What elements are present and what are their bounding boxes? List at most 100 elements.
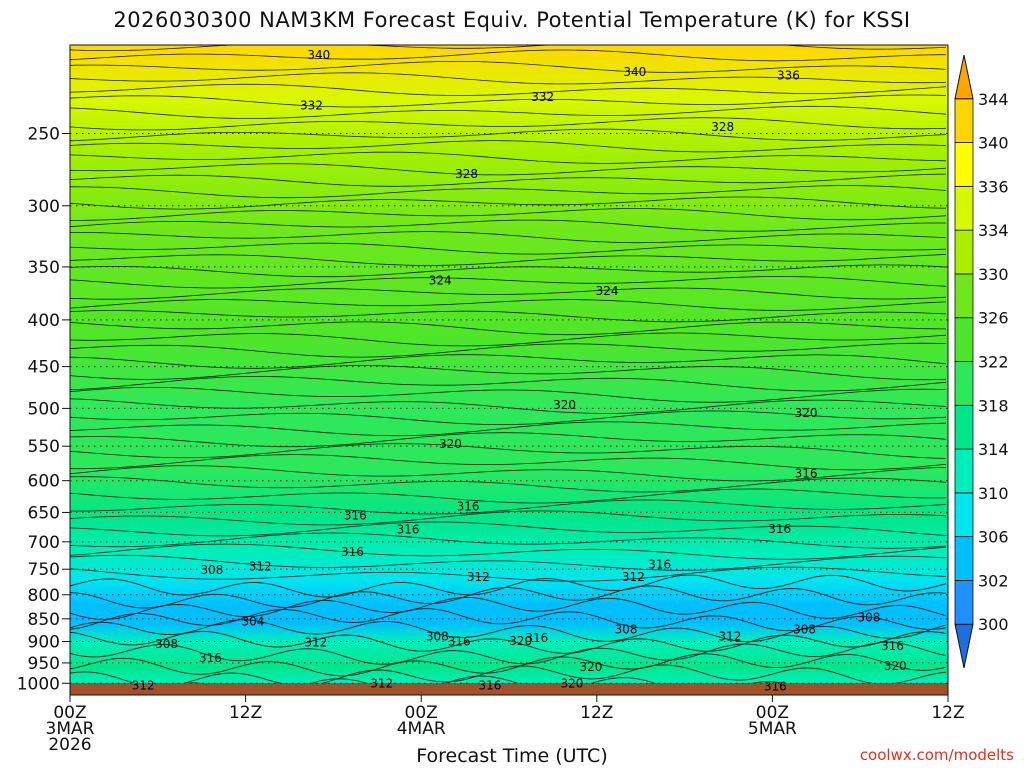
contour-line (70, 140, 947, 153)
contour-line (70, 376, 947, 392)
contour-line (70, 83, 947, 96)
contour-label-320: 320 (553, 398, 576, 412)
contour-line (70, 387, 947, 403)
colorbar-label-306: 306 (978, 528, 1009, 547)
y-tick-label-350: 350 (28, 258, 60, 278)
colorbar-segment (954, 361, 974, 406)
colorbar-segment (954, 273, 974, 319)
contour-line (70, 465, 947, 482)
contour-line (70, 631, 947, 654)
contour-line (70, 365, 947, 381)
contour-line (70, 596, 947, 620)
contour-label-316: 316 (764, 679, 787, 693)
colorbar-segment (954, 580, 974, 625)
contour-label-316: 316 (648, 557, 671, 571)
colorbar-label-336: 336 (978, 177, 1009, 196)
contour-line (70, 332, 947, 347)
contour-lines (70, 45, 947, 683)
contour-line (70, 641, 947, 665)
contour-label-328: 328 (455, 167, 478, 181)
x-tick-label: 4MAR (397, 719, 446, 739)
contour-label-316: 316 (881, 639, 904, 653)
y-tick-label-850: 850 (28, 610, 60, 630)
y-tick-label-250: 250 (28, 124, 60, 144)
contour-line (70, 287, 947, 300)
y-tick-label-950: 950 (28, 654, 60, 674)
contour-label-320: 320 (439, 437, 462, 451)
colorbar-segment (954, 317, 974, 362)
contour-label-304: 304 (241, 615, 264, 629)
contour-line (70, 574, 947, 598)
colorbar-label-334: 334 (978, 221, 1009, 240)
colorbar-segment (954, 536, 974, 581)
x-tick-label: 12Z (580, 703, 613, 723)
plot-area (69, 44, 949, 696)
ground-fill (70, 683, 948, 695)
contour-label-332: 332 (531, 90, 554, 104)
contour-label-316: 316 (448, 634, 471, 648)
contour-label-332: 332 (300, 99, 323, 113)
contour-label-320: 320 (795, 406, 818, 420)
contour-line (70, 151, 947, 164)
contour-label-308: 308 (858, 610, 881, 624)
contour-line (70, 49, 946, 62)
contour-line (70, 443, 947, 459)
contour-line (70, 163, 947, 176)
y-tick-label-900: 900 (28, 632, 60, 652)
colorbar-segment (954, 229, 974, 275)
colorbar-segment (954, 185, 974, 231)
pressure-gridlines (70, 132, 948, 684)
contour-line (70, 231, 947, 244)
contour-label-316: 316 (344, 508, 367, 522)
x-axis-title: Forecast Time (UTC) (416, 745, 608, 767)
contour-label-316: 316 (525, 631, 548, 645)
contour-line (70, 421, 947, 437)
contour-label-320: 320 (884, 659, 907, 673)
contour-line (70, 242, 947, 255)
colorbar-label-318: 318 (978, 396, 1009, 415)
contour-line (70, 476, 947, 493)
chart-title: 2026030300 NAM3KM Forecast Equiv. Potent… (113, 8, 911, 32)
x-tick-label: 00Z (756, 703, 789, 723)
contour-line (70, 173, 947, 187)
contour-line (70, 342, 947, 358)
y-tick-label-450: 450 (28, 358, 60, 378)
contour-line (70, 185, 947, 199)
contour-line (70, 72, 947, 85)
x-tick-label: 00Z (53, 703, 86, 723)
x-tick-label: 00Z (405, 703, 438, 723)
contour-label-312: 312 (467, 570, 490, 584)
y-tick-label-1000: 1000 (17, 674, 60, 694)
contour-line (70, 554, 947, 571)
y-tick-label-500: 500 (28, 399, 60, 419)
colorbar-label-340: 340 (978, 134, 1009, 153)
contour-line (70, 61, 947, 73)
y-tick-label-800: 800 (28, 586, 60, 606)
contour-label-308: 308 (793, 622, 816, 636)
contour-line (70, 454, 947, 471)
contour-label-320: 320 (509, 634, 532, 648)
contour-line (70, 254, 947, 266)
contour-label-316: 316 (768, 522, 791, 536)
contour-line (70, 299, 947, 311)
contour-label-312: 312 (249, 560, 272, 574)
x-tick-label: 12Z (229, 703, 262, 723)
y-tick-label-600: 600 (28, 472, 60, 492)
x-tick-label: 5MAR (748, 719, 797, 739)
colorbar-label-300: 300 (978, 615, 1009, 634)
x-tick-label: 3MAR (46, 719, 95, 739)
contour-label-316: 316 (457, 499, 480, 513)
contour-line (184, 675, 785, 683)
colorbar-label-344: 344 (978, 90, 1009, 109)
contour-label-328: 328 (711, 120, 734, 134)
contour-line (70, 521, 947, 537)
contour-label-316: 316 (199, 651, 222, 665)
contour-line (70, 510, 947, 526)
colorbar-segment (954, 448, 974, 494)
contour-label-312: 312 (622, 570, 645, 584)
colorbar-label-314: 314 (978, 440, 1009, 459)
y-tick-label-300: 300 (28, 197, 60, 217)
colorbar-label-322: 322 (978, 353, 1009, 372)
colorbar-label-302: 302 (978, 571, 1009, 590)
